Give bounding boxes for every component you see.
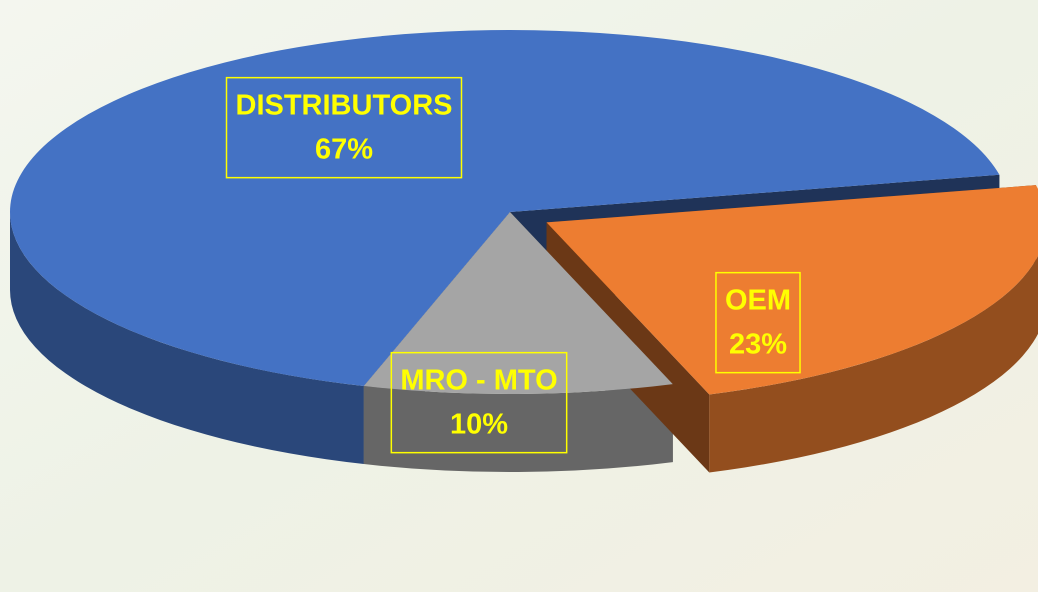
- slice-category-label: DISTRIBUTORS: [236, 90, 453, 122]
- slice-category-label: OEM: [725, 285, 791, 317]
- slice-category-label: MRO - MTO: [400, 365, 557, 397]
- label-box: [225, 76, 463, 179]
- slice-value-label: 10%: [450, 409, 508, 441]
- slice-side: [709, 255, 1038, 473]
- labels: DISTRIBUTORS 67% OEM 23% MRO - MTO 10%: [225, 76, 801, 454]
- label-box: [715, 271, 801, 374]
- label-box: [390, 351, 568, 454]
- slice-value-label: 23%: [729, 329, 787, 361]
- pie-slice: [363, 212, 673, 394]
- pie-slice: [10, 30, 1000, 387]
- slice-side: [363, 384, 673, 472]
- slice-side: [10, 212, 364, 465]
- slice-value-label: 67%: [315, 134, 373, 166]
- slice-tops: [10, 30, 1038, 395]
- pie-slice: [546, 185, 1038, 395]
